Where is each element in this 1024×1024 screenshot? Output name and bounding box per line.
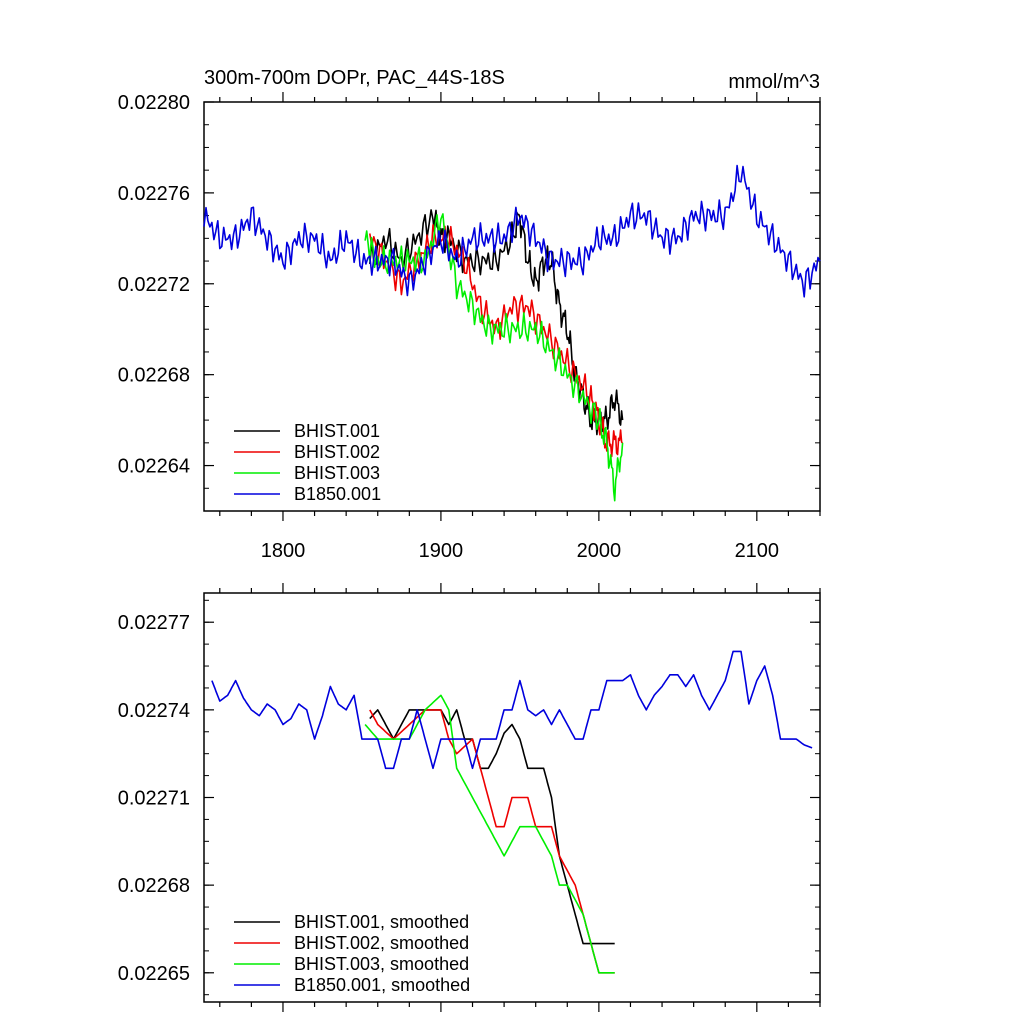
series-lines-bottom xyxy=(211,650,813,974)
legend-label: BHIST.002 xyxy=(294,442,380,462)
legend-label: BHIST.002, smoothed xyxy=(294,933,469,953)
x-tick-label: 1800 xyxy=(261,540,306,562)
x-tick-label: 1900 xyxy=(419,540,464,562)
y-tick-label: 0.02271 xyxy=(118,788,190,810)
series-line-bhist-003 xyxy=(364,213,624,502)
units-label: mmol/m^3 xyxy=(728,71,820,93)
chart-title: 300m-700m DOPr, PAC_44S-18S xyxy=(204,67,505,89)
y-tick-label: 0.02272 xyxy=(118,274,190,296)
y-tick-label: 0.02276 xyxy=(118,183,190,205)
top-panel: 300m-700m DOPr, PAC_44S-18S mmol/m^3 0.0… xyxy=(118,67,821,562)
legend-label: BHIST.003, smoothed xyxy=(294,954,469,974)
y-tick-label: 0.02277 xyxy=(118,612,190,634)
x-tick-label: 2100 xyxy=(735,540,780,562)
legend-label: B1850.001, smoothed xyxy=(294,975,470,995)
legend-label: B1850.001 xyxy=(294,484,381,504)
series-line-b1850-001-smoothed xyxy=(211,650,813,770)
series-line-bhist-001-smoothed xyxy=(369,709,615,945)
y-tick-label: 0.02280 xyxy=(118,92,190,114)
bottom-panel: 0.02265 0.02268 0.02271 0.02274 0.02277 BHIS… xyxy=(118,583,821,1012)
legend-label: BHIST.003 xyxy=(294,463,380,483)
legend-label: BHIST.001, smoothed xyxy=(294,912,469,932)
series-lines-top xyxy=(203,164,821,502)
axes-bottom: 0.02265 0.02268 0.02271 0.02274 0.02277 xyxy=(118,583,821,1012)
legend-label: BHIST.001 xyxy=(294,421,380,441)
y-tick-label: 0.02268 xyxy=(118,875,190,897)
axes-top: 0.02264 0.02268 0.02272 0.02276 0.02280 1800 1… xyxy=(118,92,821,562)
series-line-b1850-001 xyxy=(203,164,821,298)
series-line-bhist-003-smoothed xyxy=(364,694,615,974)
y-tick-label: 0.02268 xyxy=(118,365,190,387)
x-tick-label: 2000 xyxy=(577,540,622,562)
series-line-bhist-001 xyxy=(369,209,624,436)
y-tick-label: 0.02264 xyxy=(118,456,190,478)
y-tick-label: 0.02274 xyxy=(118,700,190,722)
y-tick-label: 0.02265 xyxy=(118,963,190,985)
series-line-bhist-002-smoothed xyxy=(369,709,615,974)
